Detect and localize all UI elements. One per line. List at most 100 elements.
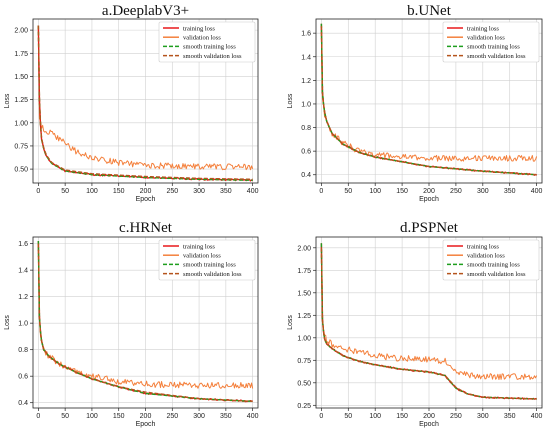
y-tick-label: 0.4: [301, 172, 311, 179]
y-tick-label: 1.25: [297, 313, 311, 320]
y-tick-label: 1.75: [297, 268, 311, 275]
x-tick-label: 50: [344, 413, 352, 420]
x-tick-label: 400: [247, 413, 259, 420]
legend: training loss validation loss smooth train…: [158, 239, 256, 281]
y-tick-label: 0.75: [14, 143, 28, 150]
series-line-smooth-validation-loss: [320, 26, 537, 176]
x-tick-label: 150: [113, 413, 125, 420]
x-tick-label: 50: [344, 188, 352, 195]
x-tick-label: 100: [86, 413, 98, 420]
x-tick-label: 50: [61, 413, 69, 420]
x-axis-label: Epoch: [419, 196, 439, 203]
series-line-smooth-validation-loss: [37, 243, 253, 403]
y-axis-label: Loss: [287, 315, 294, 330]
x-tick-label: 350: [504, 413, 516, 420]
x-tick-label: 150: [396, 188, 408, 195]
legend-label: training loss: [467, 25, 499, 32]
y-tick-label: 2.00: [297, 245, 311, 252]
y-tick-label: 2.00: [14, 28, 28, 35]
y-tick-label: 0.50: [297, 380, 311, 387]
x-tick-label: 0: [319, 188, 323, 195]
x-tick-label: 150: [113, 188, 125, 195]
x-tick-label: 300: [193, 413, 205, 420]
legend-label: training loss: [467, 243, 499, 250]
y-tick-label: 1.50: [14, 74, 28, 81]
y-tick-label: 1.6: [301, 31, 311, 38]
x-tick-label: 250: [450, 413, 462, 420]
y-tick-label: 1.0: [301, 101, 311, 108]
legend-box: [158, 21, 256, 63]
x-tick-label: 0: [36, 188, 40, 195]
plot-area-frame: [315, 236, 543, 409]
y-tick-label: 1.75: [14, 51, 28, 58]
x-tick-label: 0: [36, 413, 40, 420]
legend-label: validation loss: [467, 35, 505, 42]
y-tick-label: 1.50: [297, 290, 311, 297]
x-tick-label: 300: [477, 413, 489, 420]
x-tick-label: 400: [247, 188, 259, 195]
plot-area-frame: [32, 18, 259, 184]
chart-title: b.UNet: [407, 3, 452, 19]
x-tick-label: 400: [531, 188, 543, 195]
y-tick-label: 1.00: [297, 335, 311, 342]
x-tick-label: 100: [369, 188, 381, 195]
x-tick-label: 150: [396, 413, 408, 420]
y-tick-label: 0.8: [301, 125, 311, 132]
x-tick-label: 50: [61, 188, 69, 195]
x-tick-label: 350: [220, 413, 232, 420]
legend-box: [158, 239, 256, 281]
series-line-smooth-validation-loss: [37, 25, 253, 180]
legend-label: validation loss: [183, 253, 221, 260]
series-line-validation-loss: [320, 256, 538, 381]
y-tick-label: 0.6: [18, 374, 28, 381]
x-tick-label: 300: [193, 188, 205, 195]
y-axis-label: Loss: [287, 93, 294, 108]
chart-title: c.HRNet: [119, 220, 173, 236]
legend: training loss validation loss smooth train…: [442, 21, 540, 63]
series-line-validation-loss: [37, 243, 254, 389]
y-tick-label: 1.4: [18, 268, 28, 275]
y-tick-label: 0.50: [14, 167, 28, 174]
x-tick-label: 200: [140, 413, 152, 420]
x-tick-label: 400: [531, 413, 543, 420]
legend-label: validation loss: [467, 253, 505, 260]
legend-label: smooth training loss: [183, 44, 236, 51]
chart-panel-3: c.HRNet 0.4 0.6 0.8 1.0 1.2 1.4 1.6 0 50 100 150 200…: [4, 220, 259, 428]
x-tick-label: 100: [369, 413, 381, 420]
y-tick-label: 1.2: [301, 78, 311, 85]
x-tick-label: 350: [220, 188, 232, 195]
y-tick-label: 1.0: [18, 321, 28, 328]
x-tick-label: 100: [86, 188, 98, 195]
x-tick-label: 250: [166, 188, 178, 195]
legend-label: smooth validation loss: [183, 271, 242, 278]
chart-panel-2: b.UNet 0.4 0.6 0.8 1.0 1.2 1.4 1.6 0 50 100 150 200 2…: [287, 3, 543, 203]
x-tick-label: 250: [166, 413, 178, 420]
legend-label: smooth validation loss: [183, 53, 242, 60]
x-tick-label: 200: [423, 188, 435, 195]
y-axis-label: Loss: [4, 93, 11, 108]
x-tick-label: 200: [423, 413, 435, 420]
x-tick-label: 350: [504, 188, 516, 195]
legend-label: validation loss: [183, 35, 221, 42]
y-tick-label: 0.8: [18, 347, 28, 354]
x-tick-label: 0: [319, 413, 323, 420]
chart-panel-1: a.DeeplabV3+ 0.50 0.75 1.00 1.25 1.50 1.75 2.00…: [4, 3, 259, 203]
y-tick-label: 1.00: [14, 120, 28, 127]
x-axis-label: Epoch: [136, 196, 156, 203]
chart-title: d.PSPNet: [400, 220, 459, 236]
legend-label: smooth validation loss: [467, 53, 526, 60]
x-tick-label: 200: [140, 188, 152, 195]
y-tick-label: 0.6: [301, 149, 311, 156]
chart-panel-4: d.PSPNet 0.25 0.50 0.75 1.00 1.25 1.50 1.75 2.00…: [287, 220, 543, 428]
chart-title: a.DeeplabV3+: [102, 3, 189, 19]
legend-label: smooth training loss: [467, 262, 520, 269]
series-line-validation-loss: [37, 25, 254, 171]
series-line-smooth-training-loss: [37, 25, 253, 181]
legend-label: smooth training loss: [467, 44, 520, 51]
x-axis-label: Epoch: [419, 421, 439, 428]
legend-label: training loss: [183, 243, 215, 250]
y-tick-label: 0.4: [18, 400, 28, 407]
y-tick-label: 0.75: [297, 358, 311, 365]
series-line-validation-loss: [320, 33, 538, 162]
